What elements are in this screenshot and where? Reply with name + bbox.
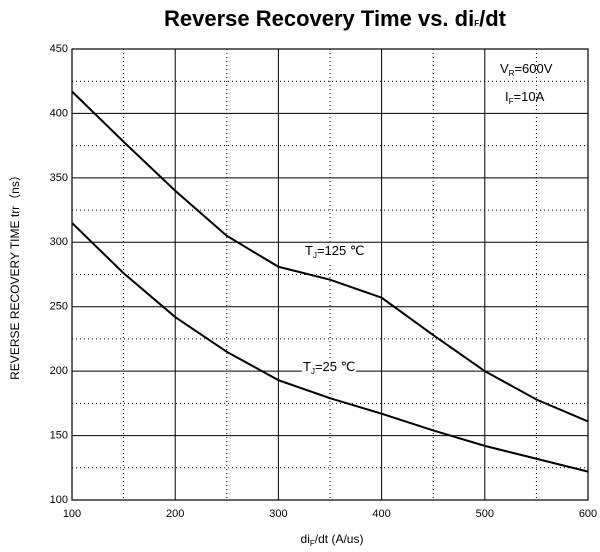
y-tick-label: 250 — [50, 301, 68, 313]
y-tick-label: 150 — [50, 429, 68, 441]
annotation-main: I — [505, 89, 509, 104]
label-background — [304, 243, 366, 263]
series-label: TJ=25 ℃ — [303, 359, 355, 376]
x-tick-label: 500 — [476, 508, 494, 520]
annotation: IF=10A — [505, 89, 545, 106]
y-tick-label: 100 — [50, 494, 68, 506]
series-label-rest: =25 ℃ — [315, 359, 355, 374]
x-tick-label: 300 — [269, 508, 287, 520]
x-axis-label-sub: F — [310, 539, 315, 548]
x-tick-label: 600 — [579, 508, 597, 520]
x-axis-label-main: di — [301, 532, 310, 546]
annotation-sub: F — [509, 97, 514, 106]
series-label-main: T — [305, 243, 313, 258]
x-tick-label: 400 — [372, 508, 390, 520]
chart-title-main: Reverse Recovery Time vs. di — [164, 6, 474, 31]
annotation-sub: R — [509, 69, 515, 78]
x-axis-label: diF/dt (A/us) — [301, 532, 364, 548]
chart-title-rest: /dt — [479, 6, 507, 31]
y-tick-label: 450 — [50, 43, 68, 55]
y-tick-label: 400 — [50, 107, 68, 119]
chart-title-sub: F — [474, 19, 479, 28]
curve — [71, 222, 589, 473]
y-tick-label: 200 — [50, 365, 68, 377]
annotation-rest: =600V — [514, 61, 552, 76]
chart-title: Reverse Recovery Time vs. diF/dt — [164, 6, 507, 31]
series-label-sub: J — [311, 367, 315, 376]
y-tick-label: 350 — [50, 172, 68, 184]
x-tick-label: 200 — [166, 508, 184, 520]
y-axis-label: REVERSE RECOVERY TIME trr（ns） — [8, 169, 22, 380]
annotation: VR=600V — [500, 61, 553, 78]
series-label-sub: J — [313, 251, 317, 260]
plot-frame — [71, 48, 589, 501]
y-tick-label: 300 — [50, 236, 68, 248]
series-label-main: T — [303, 359, 311, 374]
annotation-main: V — [500, 61, 509, 76]
x-tick-label: 100 — [63, 508, 81, 520]
annotation-rest: =10A — [514, 89, 545, 104]
x-axis-label-rest: /dt (A/us) — [315, 532, 364, 546]
label-background — [302, 359, 357, 379]
curve — [71, 90, 589, 423]
series-label-rest: =125 ℃ — [317, 243, 365, 258]
series-label: TJ=125 ℃ — [305, 243, 364, 260]
